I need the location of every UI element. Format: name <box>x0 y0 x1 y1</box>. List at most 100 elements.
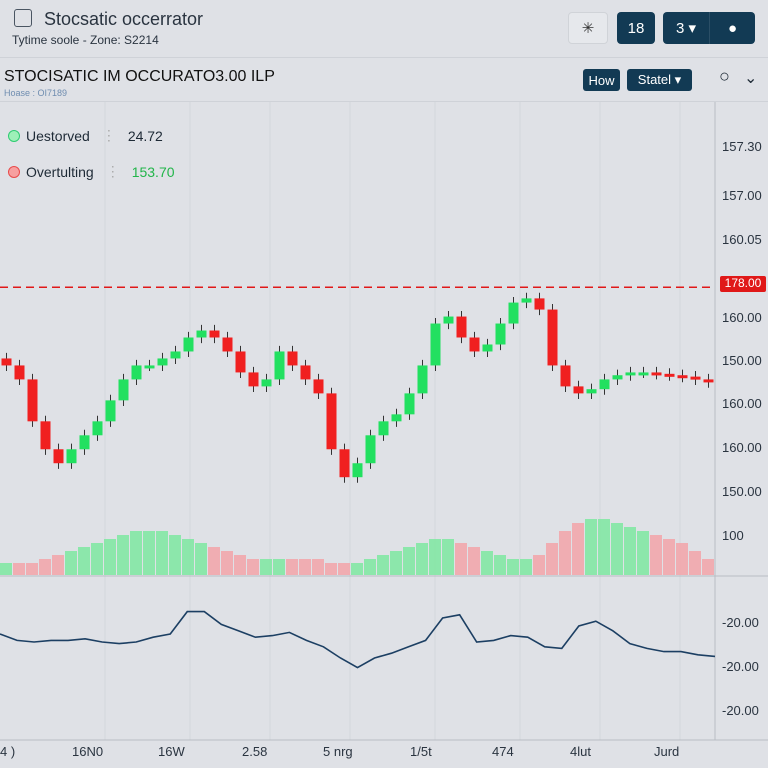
symbol-subtext: Hoase : OI7189 <box>4 88 68 98</box>
candle-down <box>690 376 701 380</box>
x-tick: 474 <box>492 744 514 759</box>
x-tick: 2.58 <box>242 744 268 759</box>
price-tick: 150.00 <box>722 484 762 499</box>
cube-logo-icon <box>14 9 32 27</box>
candle-up <box>118 379 129 401</box>
price-tick: 160.05 <box>722 232 762 247</box>
layout-dropdown[interactable]: 3 ▾ <box>663 12 709 44</box>
volume-bar <box>143 531 155 575</box>
volume-bar <box>481 551 493 575</box>
green-dot-icon <box>8 129 20 142</box>
price-tick: 160.00 <box>722 396 762 411</box>
volume-bar <box>546 543 558 575</box>
volume-bar <box>689 551 701 575</box>
red-dot-icon <box>8 165 20 178</box>
price-tick: 160.00 <box>722 310 762 325</box>
candle-down <box>547 309 558 366</box>
volume-bar <box>702 559 714 575</box>
interval-button[interactable]: 18 <box>617 12 655 44</box>
volume-bar <box>403 547 415 575</box>
volume-bar <box>325 563 337 575</box>
volume-bar <box>676 543 688 575</box>
volume-bar <box>611 523 623 575</box>
candle-up <box>599 379 610 390</box>
symbol-name: STOCISATIC IM OCCURATO3.00 ILP <box>4 68 275 85</box>
candle-down <box>248 372 259 387</box>
candle-up <box>365 435 376 464</box>
candle-up <box>66 449 77 464</box>
candle-down <box>534 298 545 310</box>
candle-up <box>430 323 441 366</box>
volume-bar <box>65 551 77 575</box>
volume-bar <box>416 543 428 575</box>
legend-value: 153.70 <box>131 163 175 180</box>
candle-up <box>495 323 506 345</box>
volume-bar <box>312 559 324 575</box>
volume-bar <box>455 543 467 575</box>
volume-bar <box>559 531 571 575</box>
volume-bar <box>273 559 285 575</box>
how-button[interactable]: How <box>583 69 620 91</box>
legend-item: Overtulting ⋮ 153.70 <box>8 163 175 180</box>
candle-up <box>482 344 493 352</box>
volume-bar <box>117 535 129 575</box>
state-dropdown[interactable]: Statel ▾ <box>627 69 692 91</box>
candle-down <box>573 386 584 394</box>
user-button[interactable]: ● <box>709 12 755 44</box>
volume-bar <box>429 539 441 575</box>
volume-bar <box>351 563 363 575</box>
candle-down <box>14 365 25 380</box>
candle-down <box>326 393 337 450</box>
circle-icon[interactable]: ○ <box>719 66 730 86</box>
price-marker-label: 178.00 <box>720 276 766 292</box>
osc-tick: -20.00 <box>722 659 759 674</box>
volume-bar <box>221 551 233 575</box>
volume-bar <box>208 547 220 575</box>
separator: ⋮ <box>105 163 120 179</box>
candle-up <box>638 372 649 376</box>
candle-down <box>287 351 298 366</box>
candle-down <box>560 365 571 387</box>
candle-up <box>417 365 428 394</box>
volume-bar <box>26 563 38 575</box>
candle-down <box>651 372 662 376</box>
volume-bar <box>130 531 142 575</box>
volume-bar <box>156 531 168 575</box>
candle-down <box>209 330 220 338</box>
volume-bar <box>0 563 12 575</box>
volume-bar <box>78 547 90 575</box>
x-tick: 16N0 <box>72 744 104 759</box>
volume-bar <box>494 555 506 575</box>
candle-up <box>170 351 181 359</box>
candle-up <box>612 375 623 380</box>
candle-up <box>625 372 636 376</box>
candle-up <box>144 365 155 369</box>
volume-bar <box>585 519 597 575</box>
candle-down <box>664 373 675 377</box>
settings-star-button[interactable]: ✳ <box>568 12 608 44</box>
volume-bar <box>507 559 519 575</box>
candle-up <box>274 351 285 380</box>
candle-up <box>105 400 116 422</box>
separator: ⋮ <box>101 127 116 143</box>
candle-up <box>79 435 90 450</box>
candle-up <box>521 298 532 303</box>
volume-bar <box>533 555 545 575</box>
app-subtitle: Tytime soole - Zone: S2214 <box>12 33 159 47</box>
volume-bar <box>169 535 181 575</box>
volume-bar <box>234 555 246 575</box>
candle-up <box>443 316 454 324</box>
legend-label: Overtulting <box>26 163 94 180</box>
x-tick: 5 nrg <box>323 744 353 759</box>
legend-item: Uestorved ⋮ 24.72 <box>8 127 163 144</box>
legend-value: 24.72 <box>127 127 163 144</box>
price-tick: 100 <box>722 528 744 543</box>
chevron-down-icon[interactable]: ⌄ <box>744 70 758 87</box>
volume-bar <box>91 543 103 575</box>
volume-bar <box>195 543 207 575</box>
candle-up <box>378 421 389 436</box>
x-tick: 16W <box>158 744 185 759</box>
candle-down <box>40 421 51 450</box>
candle-down <box>677 375 688 379</box>
